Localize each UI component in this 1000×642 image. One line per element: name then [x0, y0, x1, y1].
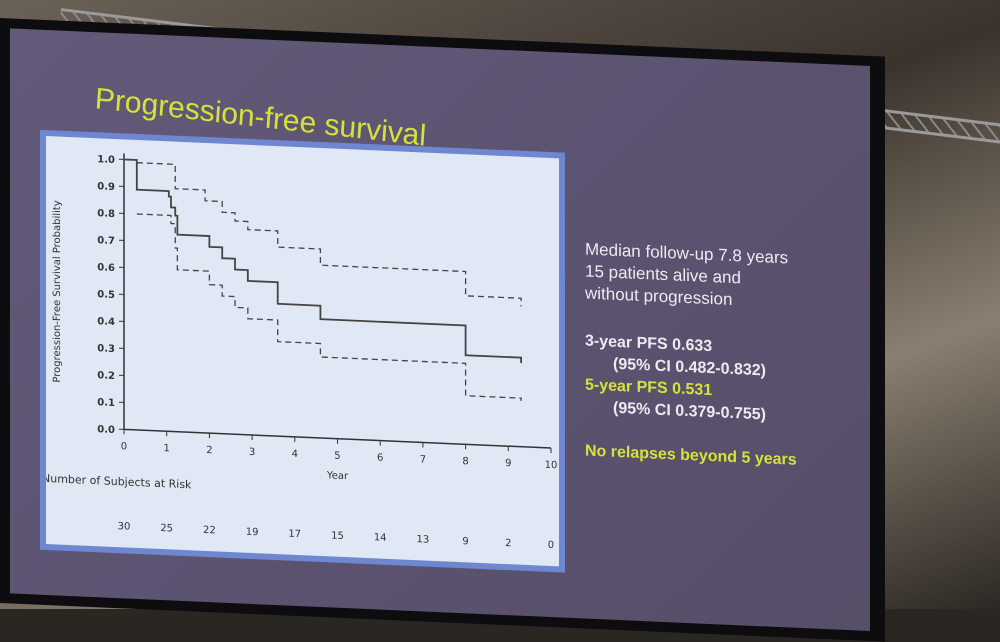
x-tick-label: 6	[377, 452, 383, 463]
at-risk-count: 0	[548, 540, 554, 551]
summary-text: Median follow-up 7.8 years 15 patients a…	[585, 239, 865, 475]
x-tick-label: 9	[505, 458, 511, 469]
y-tick-label: 0.8	[97, 208, 115, 220]
at-risk-count: 22	[203, 525, 216, 537]
at-risk-count: 15	[331, 530, 344, 542]
y-tick-label: 1.0	[97, 154, 115, 166]
chart-area: 0.0 0.1 0.2 0.3 0.4 0.5 0.6 0.7 0.8 0.9 1.0 0 1 2 3 4 5 6…	[46, 136, 559, 566]
x-tick-label: 5	[334, 451, 340, 462]
x-tick-label: 0	[121, 441, 127, 452]
x-tick-label: 7	[420, 454, 426, 465]
x-tick-label: 10	[545, 460, 558, 472]
at-risk-count: 14	[374, 532, 387, 544]
y-tick-label: 0.1	[97, 397, 115, 409]
y-tick-label: 0.7	[97, 235, 115, 247]
at-risk-count: 25	[160, 523, 173, 535]
y-axis-label: Progression-Free Survival Probability	[52, 200, 63, 383]
confidence-bound	[137, 214, 521, 401]
x-axis-label: Year	[326, 470, 349, 482]
at-risk-label: Number of Subjects at Risk	[46, 472, 192, 492]
x-tick-label: 3	[249, 447, 255, 458]
km-chart: 0.0 0.1 0.2 0.3 0.4 0.5 0.6 0.7 0.8 0.9 1.0 0 1 2 3 4 5 6…	[46, 136, 559, 566]
at-risk-count: 30	[118, 521, 131, 533]
y-tick-label: 0.3	[97, 343, 115, 355]
x-tick-label: 2	[206, 445, 212, 456]
y-tick-label: 0.5	[97, 289, 115, 301]
y-tick-label: 0.0	[97, 424, 115, 436]
at-risk-count: 13	[417, 534, 430, 546]
y-tick-label: 0.4	[97, 316, 115, 328]
at-risk-count: 2	[505, 538, 511, 549]
chart-panel: 0.0 0.1 0.2 0.3 0.4 0.5 0.6 0.7 0.8 0.9 1.0 0 1 2 3 4 5 6…	[40, 130, 565, 573]
y-tick-label: 0.2	[97, 370, 115, 382]
at-risk-count: 9	[462, 536, 468, 547]
at-risk-count: 19	[246, 527, 259, 539]
conclusion-text: No relapses beyond 5 years	[585, 441, 865, 475]
at-risk-count: 17	[288, 529, 301, 541]
x-tick-label: 8	[462, 456, 468, 467]
x-tick-label: 1	[164, 443, 170, 454]
x-tick-label: 4	[292, 449, 298, 460]
y-tick-label: 0.9	[97, 181, 115, 193]
survival-curve	[124, 159, 521, 363]
y-tick-label: 0.6	[97, 262, 115, 274]
